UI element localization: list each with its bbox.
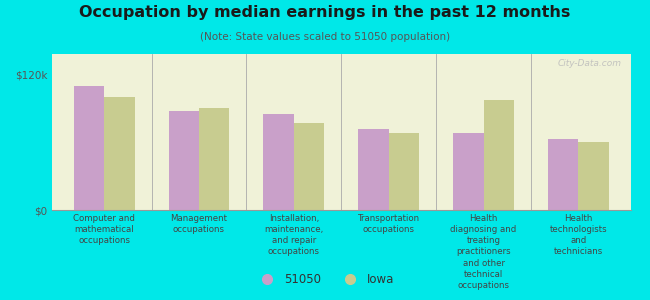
- Bar: [104, 97, 135, 210]
- Bar: [74, 86, 104, 210]
- Legend: 51050, Iowa: 51050, Iowa: [251, 269, 399, 291]
- Bar: [358, 129, 389, 210]
- Bar: [484, 100, 514, 210]
- Bar: [199, 108, 229, 210]
- Bar: [548, 139, 578, 210]
- Text: (Note: State values scaled to 51050 population): (Note: State values scaled to 51050 popu…: [200, 32, 450, 41]
- Bar: [453, 133, 484, 210]
- Text: City-Data.com: City-Data.com: [558, 59, 622, 68]
- Bar: [263, 114, 294, 210]
- Text: Occupation by median earnings in the past 12 months: Occupation by median earnings in the pas…: [79, 4, 571, 20]
- Bar: [168, 110, 199, 210]
- Bar: [578, 142, 608, 210]
- Bar: [294, 123, 324, 210]
- Bar: [389, 133, 419, 210]
